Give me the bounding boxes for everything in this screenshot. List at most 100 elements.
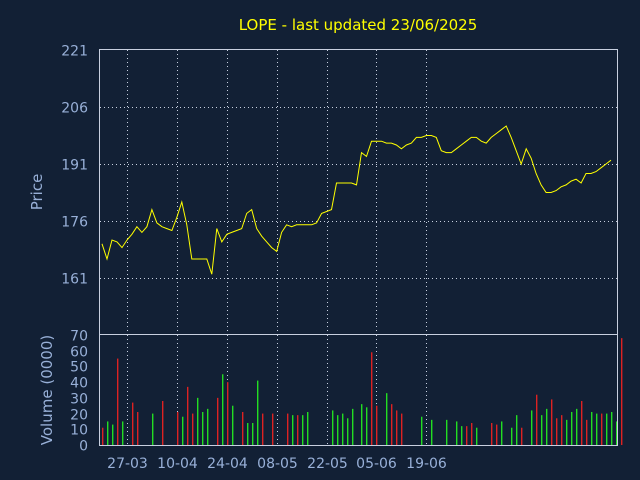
date-tick-label: 24-04 <box>207 456 248 472</box>
volume-bar-up <box>107 421 109 445</box>
volume-bar-down <box>297 415 299 445</box>
price-tick-label: 221 <box>61 44 88 60</box>
volume-bar-up <box>247 423 249 445</box>
price-line-layer <box>101 125 612 275</box>
volume-bar-up <box>546 408 548 445</box>
volume-bar-up <box>516 415 518 445</box>
volume-bar-up <box>611 412 613 445</box>
volume-bar-down <box>551 399 553 445</box>
volume-bar-down <box>471 423 473 445</box>
volume-bar-down <box>272 413 274 445</box>
volume-bar-down <box>466 426 468 445</box>
volume-bar-down <box>192 413 194 445</box>
volume-tick-label: 10 <box>70 423 88 439</box>
volume-tick-label: 60 <box>70 345 88 361</box>
volume-bar-down <box>621 338 623 445</box>
price-tick-label: 161 <box>61 272 88 288</box>
volume-bar-down <box>227 382 229 445</box>
volume-bar-up <box>606 413 608 445</box>
volume-bar-up <box>197 397 199 445</box>
volume-bar-down <box>287 413 289 445</box>
volume-bar-up <box>476 427 478 445</box>
volume-bar-up <box>152 413 154 445</box>
volume-bar-up <box>222 374 224 445</box>
volume-bar-up <box>347 418 349 445</box>
chart-title: LOPE - last updated 23/06/2025 <box>239 16 478 34</box>
volume-bar-up <box>352 408 354 445</box>
volume-bar-down <box>137 412 139 445</box>
volume-bar-down <box>391 404 393 445</box>
date-tick-label: 10-04 <box>157 456 198 472</box>
volume-tick-label: 20 <box>70 408 88 424</box>
price-panel-frame <box>99 49 618 335</box>
price-tick-label: 191 <box>61 158 88 174</box>
volume-bar-up <box>511 427 513 445</box>
volume-bar-up <box>566 419 568 445</box>
date-tick-label: 05-06 <box>356 456 397 472</box>
volume-bar-down <box>521 427 523 445</box>
volume-bar-down <box>396 410 398 445</box>
volume-axis-title: Volume (0000) <box>38 335 56 445</box>
volume-bar-up <box>596 413 598 445</box>
volume-bar-up <box>501 421 503 445</box>
volume-bar-down <box>162 401 164 445</box>
volume-bar-down <box>102 427 104 445</box>
price-line <box>101 125 612 275</box>
volume-bar-down <box>586 419 588 445</box>
volume-bar-down <box>376 405 378 445</box>
volume-bar-up <box>302 415 304 445</box>
volume-bar-down <box>536 394 538 445</box>
volume-bar-up <box>292 415 294 445</box>
volume-panel-frame <box>99 334 618 446</box>
volume-bar-up <box>207 408 209 445</box>
volume-bar-up <box>342 413 344 445</box>
date-tick-label: 27-03 <box>107 456 148 472</box>
volume-bar-down <box>371 352 373 445</box>
price-tick-label: 206 <box>61 101 88 117</box>
volume-bar-up <box>112 424 114 445</box>
volume-bar-up <box>232 405 234 445</box>
volume-bar-up <box>182 416 184 445</box>
price-axis-title: Price <box>28 174 46 211</box>
volume-bar-up <box>337 415 339 445</box>
volume-bar-down <box>177 412 179 445</box>
volume-bar-up <box>366 407 368 445</box>
volume-tick-label: 30 <box>70 392 88 408</box>
volume-bar-down <box>491 423 493 445</box>
date-tick-label: 22-05 <box>307 456 348 472</box>
volume-bar-up <box>202 412 204 445</box>
volume-bar-down <box>217 397 219 445</box>
volume-bar-down <box>601 413 603 445</box>
volume-bar-up <box>461 426 463 445</box>
date-tick-label: 08-05 <box>257 456 298 472</box>
volume-bar-up <box>386 393 388 445</box>
volume-bar-down <box>556 418 558 445</box>
volume-bar-up <box>431 419 433 445</box>
volume-bar-down <box>132 402 134 445</box>
volume-tick-label: 0 <box>79 439 88 455</box>
volume-bar-up <box>456 421 458 445</box>
volume-bar-down <box>242 412 244 445</box>
volume-bar-up <box>541 415 543 445</box>
volume-bars <box>102 338 623 445</box>
volume-bar-up <box>307 412 309 445</box>
volume-bar-down <box>117 358 119 445</box>
volume-bar-up <box>531 410 533 445</box>
volume-bar-up <box>591 412 593 445</box>
volume-bar-up <box>616 421 618 445</box>
volume-bar-up <box>252 423 254 445</box>
volume-bar-up <box>332 410 334 445</box>
volume-bar-up <box>122 421 124 445</box>
volume-bar-up <box>421 416 423 445</box>
date-tick-label: 19-06 <box>406 456 447 472</box>
volume-bar-down <box>561 415 563 445</box>
volume-bar-up <box>446 419 448 445</box>
volume-bar-up <box>361 404 363 445</box>
volume-tick-label: 50 <box>70 360 88 376</box>
price-tick-label: 176 <box>61 215 88 231</box>
volume-bar-up <box>576 408 578 445</box>
grid-layer <box>100 50 617 445</box>
